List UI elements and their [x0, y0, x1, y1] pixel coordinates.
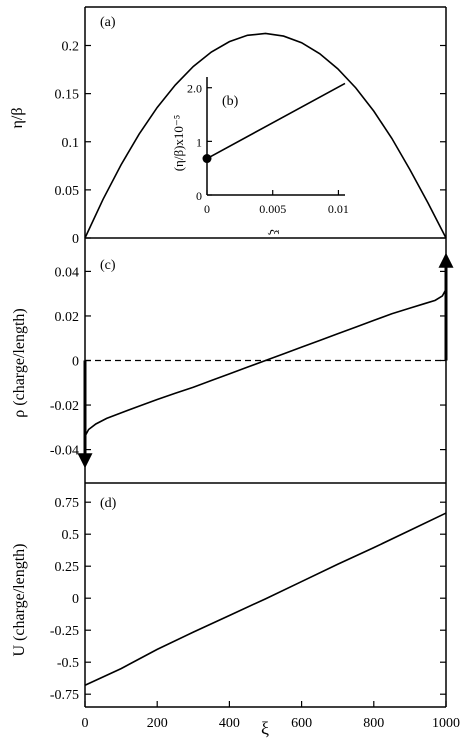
- panel-a-ytick-label: 0.15: [55, 88, 80, 103]
- panel-c-ytick-label: 0.02: [55, 310, 80, 325]
- panel-c-ytick-label: -0.02: [50, 399, 79, 414]
- panel-b-xtick-label: 0: [204, 202, 210, 216]
- ylabel-c: ρ (charge/length): [11, 308, 28, 417]
- panel-c-ytick-label: -0.04: [50, 444, 79, 459]
- panel-b-ytick-label: 0: [196, 189, 202, 203]
- xlabel-d: ξ: [261, 718, 269, 738]
- panel-b-xtick-label: 0.01: [328, 202, 349, 216]
- panel-d-xtick-label: 800: [363, 716, 384, 731]
- panel-b-ytick-label: 2.0: [187, 82, 202, 96]
- panel-d-series-line: [84, 512, 447, 686]
- panel-d-xtick-label: 400: [219, 716, 240, 731]
- panel-d-xtick-label: 200: [147, 716, 168, 731]
- panel-c-series-line: [84, 288, 447, 437]
- panel-label-c: (c): [100, 258, 116, 273]
- panel-a-ytick-label: 0.2: [62, 40, 80, 55]
- panel-d-xtick-label: 600: [291, 716, 312, 731]
- panel-a-ytick-label: 0: [72, 232, 79, 247]
- panel-label-b: (b): [222, 94, 239, 109]
- panel-d-ytick-label: 0: [72, 592, 79, 607]
- panel-d-ytick-label: 0.75: [55, 496, 80, 511]
- panel-d-xtick-label: 1000: [432, 716, 460, 731]
- panel-frames: [84, 6, 447, 708]
- panel-label-a: (a): [100, 15, 116, 30]
- panel-b-xtick-label: 0.005: [259, 202, 286, 216]
- panel-a-series-line: [84, 32, 447, 239]
- data-series: [77, 32, 454, 686]
- panel-label-d: (d): [100, 496, 117, 511]
- panel-d-ytick-label: -0.25: [50, 624, 79, 639]
- tick-marks: [84, 44, 447, 707]
- tick-labels: 0 0.05 0.1 0.15 0.2 -0.04 -0.02 0 0.02 0.04 -0.75 -…: [50, 40, 460, 732]
- panel-b-ytick-label: 1: [196, 135, 202, 149]
- ylabel-b: (η/β)x10⁻⁵: [171, 115, 186, 172]
- panel-c-ytick-label: 0.04: [55, 265, 80, 280]
- ylabel-d: U (charge/length): [11, 544, 28, 657]
- panel-a-ytick-label: 0.1: [62, 136, 80, 151]
- panel-d-xtick-label: 0: [82, 716, 89, 731]
- panel-d-ytick-label: 0.25: [55, 560, 80, 575]
- panel-d-ytick-label: -0.75: [50, 688, 79, 703]
- ylabel-a: η/β: [9, 108, 26, 129]
- panel-d-ytick-label: -0.5: [57, 656, 79, 671]
- panel-b-series-line: [206, 82, 346, 160]
- panel-b-marker-point: [202, 154, 212, 164]
- panel-c-ytick-label: 0: [72, 355, 79, 370]
- xlabel-b: ξ: [267, 229, 282, 235]
- panel-a-ytick-label: 0.05: [55, 184, 80, 199]
- panel-d-ytick-label: 0.5: [62, 528, 80, 543]
